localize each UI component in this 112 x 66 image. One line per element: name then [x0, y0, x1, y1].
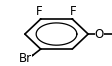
Text: F: F — [36, 5, 42, 18]
Text: Br: Br — [19, 52, 32, 65]
Text: O: O — [94, 28, 103, 41]
Text: F: F — [70, 5, 76, 18]
